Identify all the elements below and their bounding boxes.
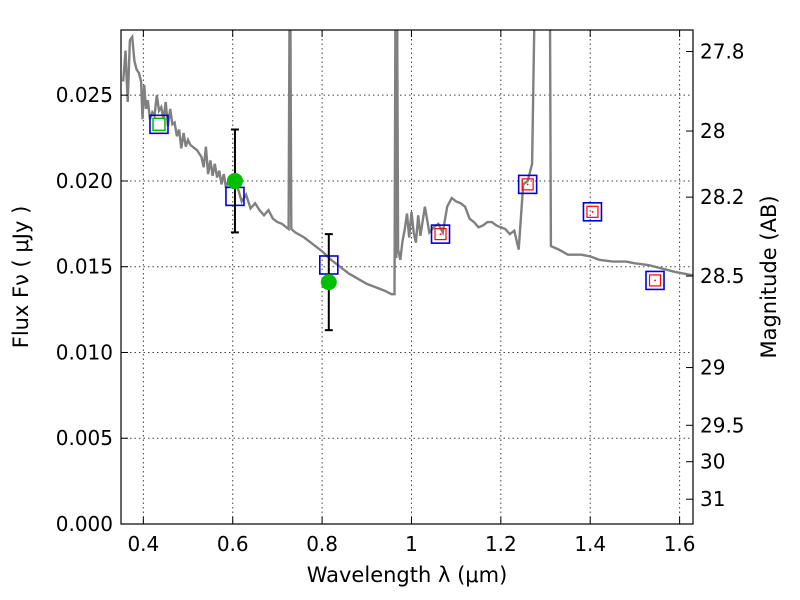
upper-limit-box: [586, 205, 599, 218]
mag-tick-label: 29: [700, 356, 725, 380]
data-layer: [122, 30, 693, 332]
observed-point: [226, 172, 243, 189]
mag-tick-label: 27.8: [700, 40, 745, 64]
upper-limit-dot: [526, 183, 529, 186]
x-tick-label: 0.6: [217, 532, 249, 556]
upper-limit-box: [521, 178, 534, 191]
model-box: [582, 202, 603, 222]
x-tick-label: 0.8: [306, 532, 338, 556]
x-axis-label: Wavelength λ (μm): [307, 563, 508, 587]
model-box: [430, 224, 451, 244]
upper-limit-box: [434, 228, 447, 241]
upper-limit-dot: [439, 233, 442, 236]
model-box: [517, 174, 538, 195]
mag-tick-label: 30: [700, 450, 725, 474]
mag-tick-label: 28.5: [700, 264, 745, 288]
x-tick-label: 1.6: [664, 532, 696, 556]
plot-frame: [120, 29, 694, 525]
model-box: [645, 270, 665, 291]
upper-limit-dot: [654, 279, 656, 282]
observed-point: [320, 274, 337, 291]
y-axis-label: Flux Fν ( μJy ): [9, 206, 33, 349]
upper-limit-box: [648, 274, 662, 287]
mag-tick-label: 28: [700, 119, 725, 143]
y-tick-label: 0.010: [56, 340, 113, 364]
x-tick-label: 1: [405, 532, 418, 556]
model-box: [149, 114, 169, 135]
y2-axis-label: Magnitude (AB): [757, 195, 781, 358]
sed-line: [122, 30, 693, 296]
x-tick-label: 1.2: [485, 532, 517, 556]
y-tick-label: 0.005: [56, 426, 113, 450]
y-tick-label: 0.025: [56, 83, 113, 107]
mag-tick-label: 28.2: [700, 185, 745, 209]
y-tick-label: 0.000: [56, 512, 113, 536]
upper-limit-dot: [591, 210, 594, 213]
x-tick-label: 0.4: [127, 532, 159, 556]
axis-ticks: 0.4 0.6 0.8 1 1.2 1.4 1.6 0.000 0.005 0.010 0.015 0…: [56, 30, 745, 556]
model-inner-box: [152, 117, 166, 132]
mag-tick-label: 31: [700, 487, 725, 511]
y-tick-label: 0.015: [56, 255, 113, 279]
x-tick-label: 1.4: [574, 532, 606, 556]
mag-tick-label: 29.5: [700, 413, 745, 437]
y-tick-label: 0.020: [56, 169, 113, 193]
